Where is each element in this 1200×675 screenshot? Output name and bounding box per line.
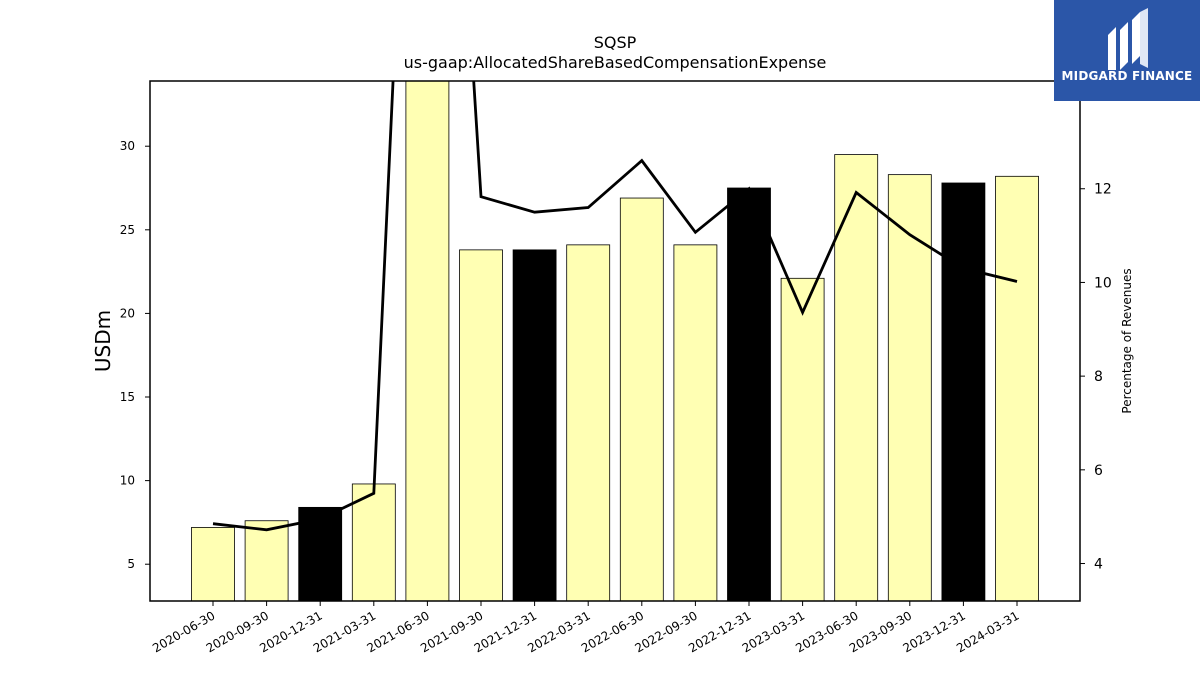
percentage-line bbox=[212, 81, 1018, 532]
chart-title: SQSP bbox=[594, 33, 637, 52]
y-tick-label: 30 bbox=[120, 139, 135, 153]
bar-2023-03-31 bbox=[780, 277, 825, 601]
bar-2023-06-30 bbox=[834, 154, 879, 601]
y-tick-label: 25 bbox=[120, 223, 135, 237]
bar-2022-03-31 bbox=[566, 244, 611, 601]
bar-2021-09-30 bbox=[459, 249, 503, 601]
bar-2024-03-31 bbox=[995, 175, 1039, 601]
chart-subtitle: us-gaap:AllocatedShareBasedCompensationE… bbox=[404, 53, 827, 72]
brand-logo: MIDGARD FINANCE bbox=[1054, 0, 1200, 101]
bar-2022-12-31 bbox=[727, 187, 771, 601]
y2-tick-label: 10 bbox=[1094, 275, 1112, 291]
bar-2023-09-30 bbox=[887, 174, 932, 601]
bar-2022-06-30 bbox=[619, 197, 664, 601]
midgard-logo-mark-icon bbox=[1108, 8, 1148, 70]
plot-frame bbox=[149, 80, 1081, 602]
y-tick-label: 20 bbox=[120, 306, 135, 320]
y-tick-label: 10 bbox=[120, 474, 135, 488]
bar-2021-03-31 bbox=[351, 483, 396, 601]
bar-2021-12-31 bbox=[512, 249, 557, 601]
y2-tick-label: 4 bbox=[1094, 557, 1103, 573]
y-tick-label: 5 bbox=[127, 557, 135, 571]
x-axis: 2020-06-302020-09-302020-12-312021-03-31… bbox=[150, 601, 1022, 655]
bar-2020-09-30 bbox=[244, 520, 289, 601]
y-axis-label: USDm bbox=[91, 310, 115, 372]
bar-group bbox=[191, 81, 1039, 601]
y-tick-label: 15 bbox=[120, 390, 135, 404]
bar-2023-12-31 bbox=[941, 182, 986, 601]
line-series bbox=[212, 81, 1018, 532]
bar-2020-06-30 bbox=[191, 527, 235, 601]
bar-2021-06-30 bbox=[405, 81, 450, 601]
bar-2022-09-30 bbox=[673, 244, 718, 601]
y-axis-right: 4 6 8 10 12 bbox=[1080, 182, 1112, 573]
y2-tick-label: 12 bbox=[1094, 182, 1112, 198]
y2-axis-label: Percentage of Revenues bbox=[1120, 268, 1134, 413]
y2-tick-label: 6 bbox=[1094, 463, 1103, 479]
brand-name: MIDGARD FINANCE bbox=[1061, 69, 1193, 83]
y2-tick-label: 8 bbox=[1094, 369, 1103, 385]
y-axis-left: 5 10 15 20 25 30 bbox=[120, 139, 150, 571]
